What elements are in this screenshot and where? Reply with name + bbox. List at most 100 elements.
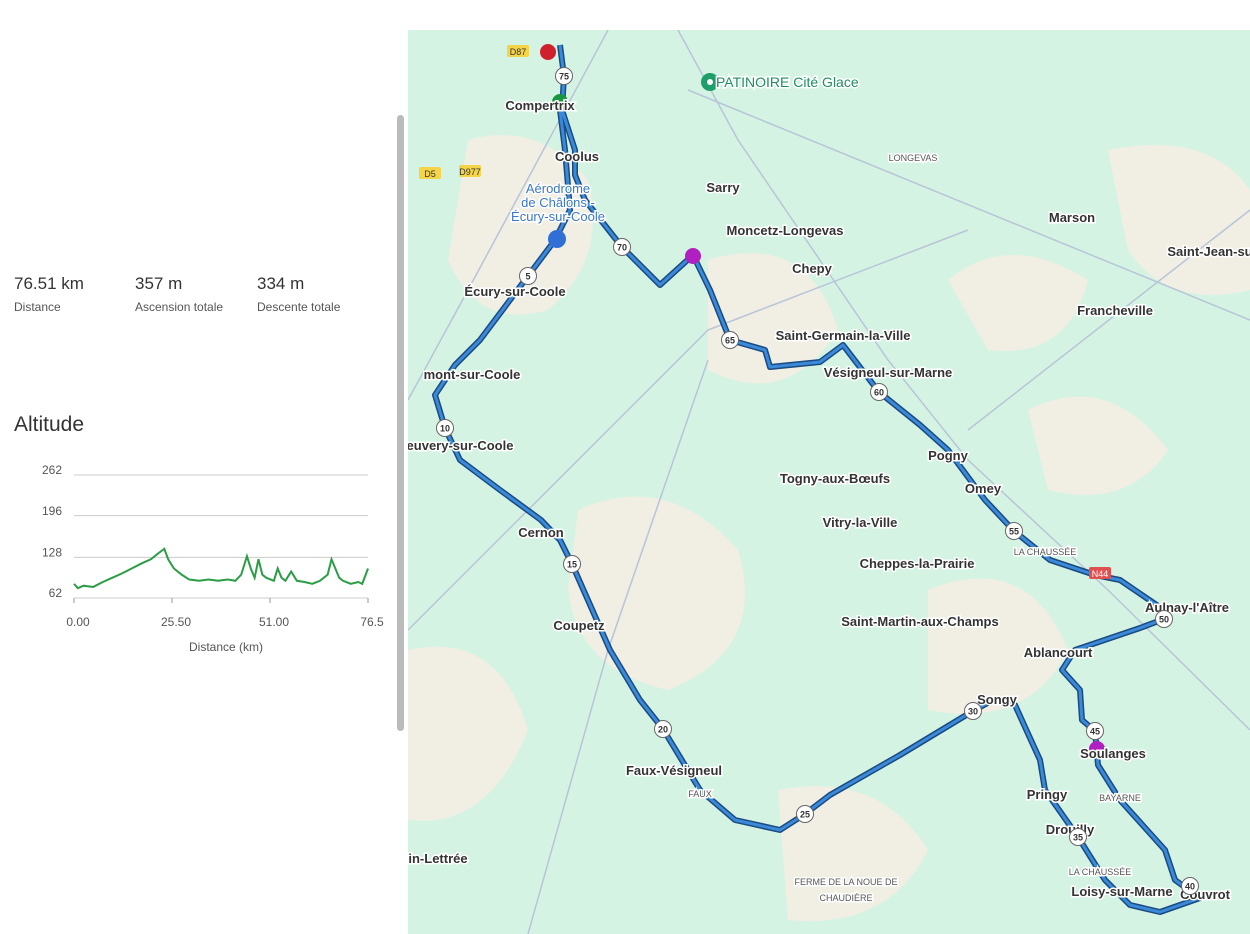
km-marker-label: 40 [1185, 882, 1195, 892]
peak-marker[interactable] [685, 248, 701, 264]
airport-label: de Châlons - [521, 195, 595, 210]
road-badge [459, 165, 481, 177]
km-marker [519, 267, 537, 285]
km-marker [870, 383, 888, 401]
altitude-line [73, 547, 369, 590]
fields [408, 135, 1250, 922]
place-label: Vitry-la-Ville [823, 515, 898, 530]
poi-icon-dot [707, 79, 713, 85]
airport-label: Aérodrome [526, 181, 590, 196]
km-marker-label: 70 [617, 243, 627, 253]
road-badge [419, 167, 441, 179]
locality-label: CHAUDIÈRE [819, 893, 872, 903]
stat-value: 357 m [135, 274, 183, 293]
locality-label: FAUX [688, 789, 712, 799]
place-label: Pringy [1027, 787, 1068, 802]
x-tick-label: 51.00 [259, 615, 289, 629]
end-marker[interactable] [540, 44, 556, 60]
km-marker-label: 10 [440, 424, 450, 434]
x-tick-label: 0.00 [66, 615, 90, 629]
airport-label: Écury-sur-Coole [511, 209, 605, 224]
km-marker [1155, 610, 1173, 628]
road-label: D87 [510, 47, 527, 57]
locality-label: LA CHAUSSÉE [1069, 867, 1132, 877]
road-label: D977 [459, 167, 481, 177]
place-label: Faux-Vésigneul [626, 763, 722, 778]
route [433, 44, 1202, 914]
road-badge [1089, 567, 1111, 579]
km-marker [436, 419, 454, 437]
km-marker-label: 20 [658, 725, 668, 735]
stat: 334 m Descente totale [257, 274, 340, 314]
y-tick-label: 128 [42, 546, 62, 560]
place-label: Saint-Jean-su [1167, 244, 1250, 259]
km-marker [796, 805, 814, 823]
place-label: Francheville [1077, 303, 1153, 318]
place-label: Chepy [792, 261, 833, 276]
place-label: Vésigneul-sur-Marne [824, 365, 953, 380]
km-marker [1005, 522, 1023, 540]
place-label: Soulanges [1080, 746, 1146, 761]
km-marker-label: 60 [874, 388, 884, 398]
km-marker [563, 555, 581, 573]
stat-label: Distance [14, 300, 61, 314]
place-label: Cernon [518, 525, 564, 540]
km-marker [654, 720, 672, 738]
place-label: Songy [977, 692, 1017, 707]
x-tick-label: 25.50 [161, 615, 191, 629]
km-marker-label: 50 [1159, 615, 1169, 625]
km-marker-label: 30 [968, 707, 978, 717]
locality-label: FERME DE LA NOUE DE [794, 877, 897, 887]
x-axis-label: Distance (km) [189, 640, 263, 654]
place-label: Saint-Martin-aux-Champs [841, 614, 998, 629]
locality-label: BAYARNE [1099, 793, 1141, 803]
km-marker-label: 55 [1009, 527, 1019, 537]
road-label: N44 [1092, 569, 1109, 579]
km-marker [1086, 722, 1104, 740]
km-marker-label: 75 [559, 72, 569, 82]
km-marker [1069, 828, 1087, 846]
place-label: Loisy-sur-Marne [1071, 884, 1172, 899]
locality-label: LONGEVAS [889, 153, 938, 163]
stat-label: Descente totale [257, 300, 341, 314]
start-marker[interactable] [552, 94, 568, 110]
locality-label: LA CHAUSSÉE [1014, 547, 1077, 557]
peak-marker[interactable] [1089, 741, 1105, 757]
chart-title: Altitude [14, 413, 85, 436]
km-marker-label: 65 [725, 336, 735, 346]
stat: 76.51 km Distance [14, 274, 84, 314]
stat-value: 76.51 km [14, 274, 84, 293]
place-label: Cheppes-la-Prairie [860, 556, 975, 571]
place-label: Sarry [706, 180, 740, 195]
km-marker-label: 45 [1090, 727, 1100, 737]
km-marker [555, 67, 573, 85]
place-label: Saint-Germain-la-Ville [776, 328, 911, 343]
km-marker-label: 5 [525, 272, 530, 282]
stat-value: 334 m [257, 274, 305, 293]
airport-icon[interactable] [548, 230, 566, 248]
y-tick-label: 196 [42, 504, 62, 518]
place-label: Coolus [555, 149, 599, 164]
km-marker [721, 331, 739, 349]
km-marker [1181, 877, 1199, 895]
place-label: Écury-sur-Coole [464, 284, 565, 299]
km-marker [964, 702, 982, 720]
place-label: Togny-aux-Bœufs [780, 471, 890, 486]
km-marker-label: 25 [800, 810, 810, 820]
y-tick-label: 262 [42, 463, 62, 477]
place-label: Coupetz [553, 618, 605, 633]
map[interactable]: Compertrix Coolus Sarry Moncetz-Longevas Che… [408, 30, 1250, 934]
km-marker [613, 238, 631, 256]
place-label: Marson [1049, 210, 1095, 225]
km-marker-label: 35 [1073, 833, 1083, 843]
scrollbar[interactable] [397, 115, 404, 731]
place-label: euvery-sur-Coole [408, 438, 513, 453]
stat-label: Ascension totale [135, 300, 224, 314]
road-label: D5 [424, 169, 436, 179]
place-label: Compertrix [505, 98, 575, 113]
altitude-chart: 62 128 196 262 0.00 25.50 51.00 76.5 Distance (k… [42, 463, 384, 654]
place-label: in-Lettrée [408, 851, 467, 866]
place-label: mont-sur-Coole [424, 367, 521, 382]
place-label: Ablancourt [1024, 645, 1093, 660]
